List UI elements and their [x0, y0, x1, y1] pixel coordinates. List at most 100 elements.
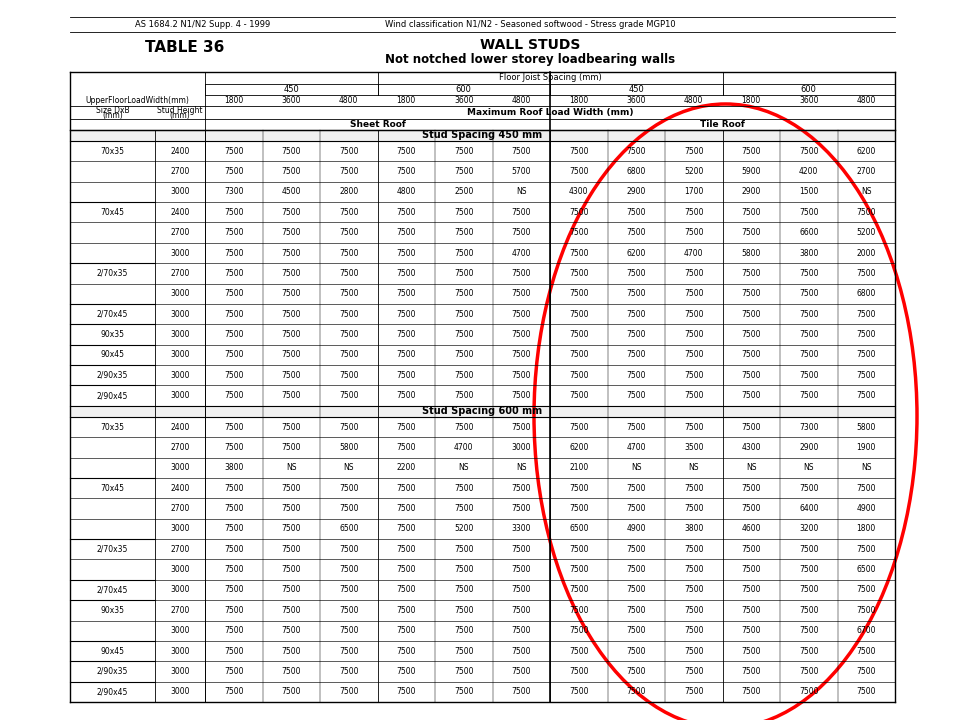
Text: 3300: 3300 — [512, 524, 531, 534]
Text: 2700: 2700 — [856, 167, 876, 176]
Text: 7500: 7500 — [569, 147, 588, 156]
Text: 7500: 7500 — [281, 208, 301, 217]
Text: 7500: 7500 — [396, 147, 416, 156]
Text: 3600: 3600 — [627, 96, 646, 105]
Text: 7500: 7500 — [569, 545, 588, 554]
Text: 7500: 7500 — [512, 228, 531, 237]
Text: 7500: 7500 — [569, 688, 588, 696]
Text: 3000: 3000 — [512, 443, 531, 452]
Text: 7500: 7500 — [224, 647, 244, 656]
Text: 7500: 7500 — [741, 545, 761, 554]
Text: 7500: 7500 — [339, 351, 358, 359]
Text: 7500: 7500 — [569, 167, 588, 176]
Text: 7500: 7500 — [512, 504, 531, 513]
Text: 7500: 7500 — [281, 504, 301, 513]
Text: 7500: 7500 — [799, 647, 819, 656]
Text: Stud Spacing 450 mm: Stud Spacing 450 mm — [422, 130, 542, 140]
Text: 7500: 7500 — [569, 606, 588, 615]
Text: 7500: 7500 — [396, 351, 416, 359]
Text: NS: NS — [631, 463, 641, 472]
Text: 7500: 7500 — [224, 443, 244, 452]
Text: 5200: 5200 — [856, 228, 876, 237]
Text: 3000: 3000 — [170, 187, 190, 197]
Text: 450: 450 — [629, 85, 644, 94]
Text: 7500: 7500 — [512, 667, 531, 676]
Text: 2400: 2400 — [170, 208, 190, 217]
Text: 7500: 7500 — [512, 688, 531, 696]
Text: 7500: 7500 — [741, 423, 761, 431]
Text: 7500: 7500 — [856, 667, 876, 676]
Text: 2/70x35: 2/70x35 — [97, 269, 129, 278]
Text: Stud Spacing 600 mm: Stud Spacing 600 mm — [422, 406, 542, 416]
Text: 5800: 5800 — [856, 423, 876, 431]
Text: 7500: 7500 — [281, 289, 301, 298]
Text: 3800: 3800 — [684, 524, 704, 534]
Text: 7500: 7500 — [569, 351, 588, 359]
Text: (mm): (mm) — [170, 111, 190, 120]
Text: 2700: 2700 — [170, 167, 190, 176]
Text: 7500: 7500 — [224, 606, 244, 615]
Text: 7500: 7500 — [396, 524, 416, 534]
Text: 7500: 7500 — [339, 167, 358, 176]
Text: 7500: 7500 — [396, 443, 416, 452]
Text: 7500: 7500 — [281, 545, 301, 554]
Text: 7500: 7500 — [799, 330, 819, 339]
Text: 7500: 7500 — [627, 269, 646, 278]
Text: 6500: 6500 — [569, 524, 588, 534]
Text: 4300: 4300 — [741, 443, 761, 452]
Text: 7500: 7500 — [684, 228, 704, 237]
Text: 7500: 7500 — [281, 351, 301, 359]
Text: 7500: 7500 — [454, 351, 473, 359]
Text: 7500: 7500 — [224, 248, 244, 258]
Text: 4700: 4700 — [627, 443, 646, 452]
Text: 7500: 7500 — [512, 371, 531, 379]
Text: 7500: 7500 — [684, 289, 704, 298]
Text: 3600: 3600 — [799, 96, 819, 105]
Text: 7500: 7500 — [281, 391, 301, 400]
Text: 2700: 2700 — [170, 228, 190, 237]
Text: 7500: 7500 — [454, 667, 473, 676]
Text: 90x35: 90x35 — [101, 606, 125, 615]
Text: Not notched lower storey loadbearing walls: Not notched lower storey loadbearing wal… — [385, 53, 675, 66]
Text: 7500: 7500 — [396, 248, 416, 258]
Text: 3600: 3600 — [281, 96, 301, 105]
Text: 7500: 7500 — [224, 208, 244, 217]
Text: 2000: 2000 — [856, 248, 876, 258]
Text: 7500: 7500 — [627, 585, 646, 595]
Text: 7500: 7500 — [856, 208, 876, 217]
Text: 7500: 7500 — [512, 565, 531, 574]
Text: 7500: 7500 — [281, 667, 301, 676]
Text: 7500: 7500 — [396, 504, 416, 513]
Text: 7500: 7500 — [224, 228, 244, 237]
Text: 7500: 7500 — [396, 565, 416, 574]
Text: 7500: 7500 — [684, 667, 704, 676]
Text: Floor Joist Spacing (mm): Floor Joist Spacing (mm) — [498, 73, 601, 83]
Text: 6600: 6600 — [799, 228, 819, 237]
Text: 7500: 7500 — [627, 423, 646, 431]
Text: 7500: 7500 — [281, 626, 301, 635]
Text: 4900: 4900 — [627, 524, 646, 534]
Text: 7500: 7500 — [339, 310, 358, 319]
Text: 7500: 7500 — [627, 667, 646, 676]
Text: 6200: 6200 — [569, 443, 588, 452]
Text: 1800: 1800 — [569, 96, 588, 105]
Text: 7500: 7500 — [627, 310, 646, 319]
Text: 7500: 7500 — [856, 606, 876, 615]
Text: 7500: 7500 — [627, 228, 646, 237]
Text: 7500: 7500 — [512, 391, 531, 400]
Text: 5900: 5900 — [741, 167, 761, 176]
Text: 7500: 7500 — [684, 545, 704, 554]
Text: 7500: 7500 — [339, 504, 358, 513]
Text: 7500: 7500 — [396, 269, 416, 278]
Text: Stud Height: Stud Height — [157, 106, 203, 115]
Text: 4800: 4800 — [856, 96, 876, 105]
Text: 7500: 7500 — [281, 524, 301, 534]
Text: 7500: 7500 — [856, 330, 876, 339]
Text: 7500: 7500 — [569, 371, 588, 379]
Text: 7500: 7500 — [454, 310, 473, 319]
Text: 4900: 4900 — [856, 504, 876, 513]
Text: 2700: 2700 — [170, 443, 190, 452]
Text: 7500: 7500 — [684, 688, 704, 696]
Text: 7500: 7500 — [627, 330, 646, 339]
Text: 7500: 7500 — [799, 310, 819, 319]
